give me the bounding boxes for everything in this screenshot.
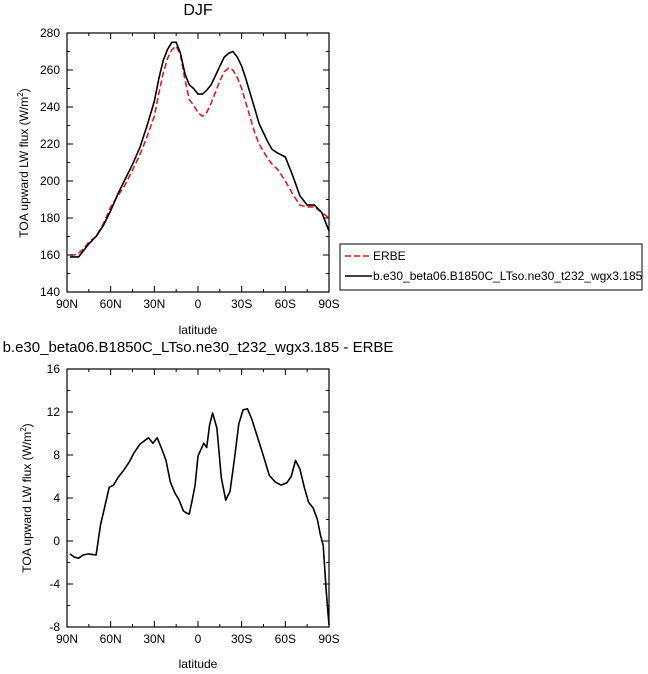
x-tick-label: 60S (275, 632, 296, 646)
x-tick-label: 30N (143, 632, 165, 646)
y-tick-label: 8 (53, 448, 60, 462)
y-tick-label: 16 (47, 362, 61, 376)
y-axis-label-superscript: 2 (19, 427, 28, 432)
x-tick-label: 90S (318, 297, 339, 311)
y-axis-label-end: ) (17, 88, 31, 92)
series-group (69, 408, 330, 625)
chart-title: DJF (183, 2, 213, 19)
y-tick-label: 140 (40, 285, 60, 299)
y-tick-label: 0 (53, 534, 60, 548)
legend-box (339, 243, 643, 291)
y-axis-label-text: TOA upward LW flux (W/m (17, 97, 31, 238)
y-axis-label: TOA upward LW flux (W/m2) (19, 423, 34, 572)
panel-top: DJF 90N 60N 30N 0 30S 60S 90S 140 160 180 200 220 24… (16, 2, 643, 337)
x-tick-label: 30N (143, 297, 165, 311)
x-tick-label: 60N (100, 297, 122, 311)
y-tick-label: 220 (40, 137, 60, 151)
x-tick-label: 60N (100, 632, 122, 646)
y-tick-label: 160 (40, 248, 60, 262)
axis-ticks: 90N 60N 30N 0 30S 60S 90S 140 160 180 200 220 240 260… (40, 26, 340, 311)
svg-text:TOA upward LW flux (W/m2): TOA upward LW flux (W/m2) (16, 88, 31, 237)
svg-text:TOA upward LW flux (W/m2): TOA upward LW flux (W/m2) (19, 423, 34, 572)
legend: ERBE b.e30_beta06.B1850C_LTso.ne30_t232_… (339, 243, 643, 291)
y-tick-label: 260 (40, 63, 60, 77)
series-line-model (69, 41, 330, 258)
x-tick-label: 30S (231, 297, 252, 311)
y-tick-label: 180 (40, 211, 60, 225)
series-group (69, 41, 330, 258)
y-axis-label-superscript: 2 (16, 92, 25, 97)
y-axis-label: TOA upward LW flux (W/m2) (16, 88, 31, 237)
plot-area (66, 32, 330, 293)
series-line-erbe (69, 45, 330, 256)
x-tick-label: 60S (275, 297, 296, 311)
chart-title: b.e30_beta06.B1850C_LTso.ne30_t232_wgx3.… (3, 339, 394, 356)
y-tick-label: 4 (53, 491, 60, 505)
y-tick-label: 12 (47, 405, 61, 419)
y-tick-label: -4 (49, 577, 60, 591)
y-tick-label: -8 (49, 620, 60, 634)
y-axis-label-text: TOA upward LW flux (W/m (20, 432, 34, 573)
series-line-line (69, 408, 330, 625)
x-axis-label: latitude (179, 657, 218, 671)
x-axis-label: latitude (179, 323, 218, 337)
y-tick-label: 240 (40, 100, 60, 114)
x-tick-label: 30S (231, 632, 252, 646)
y-tick-label: 280 (40, 26, 60, 40)
x-tick-label: 90S (318, 632, 339, 646)
legend-label-model: b.e30_beta06.B1850C_LTso.ne30_t232_wgx3.… (373, 269, 643, 283)
y-axis-label-end: ) (20, 423, 34, 427)
y-tick-label: 200 (40, 174, 60, 188)
axis-ticks: 90N 60N 30N 0 30S 60S 90S -8 -4 0 4 8 12 16 (47, 362, 340, 646)
x-tick-label: 0 (195, 632, 202, 646)
x-tick-label: 90N (56, 632, 78, 646)
panel-bottom: b.e30_beta06.B1850C_LTso.ne30_t232_wgx3.… (3, 339, 394, 671)
x-tick-label: 90N (56, 297, 78, 311)
plot-frame (66, 32, 330, 293)
legend-label-erbe: ERBE (373, 249, 406, 263)
x-tick-label: 0 (195, 297, 202, 311)
